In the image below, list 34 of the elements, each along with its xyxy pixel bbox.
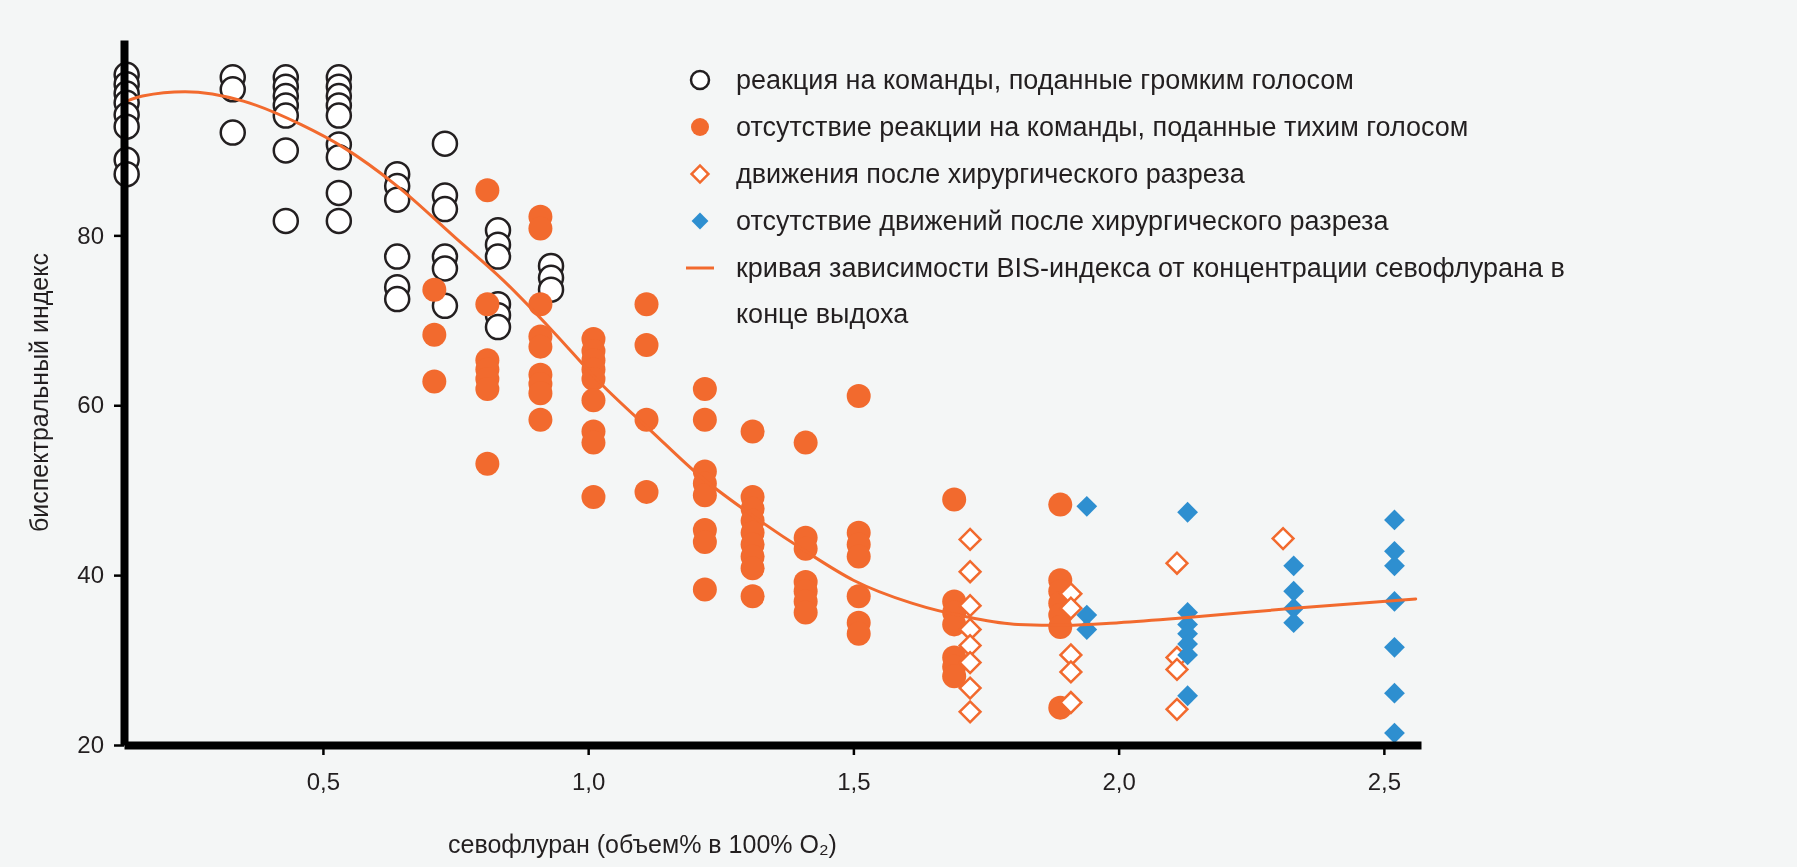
- point: [1059, 596, 1083, 620]
- point: [383, 186, 411, 213]
- y-tick-label: 20: [77, 731, 104, 759]
- point: [325, 179, 353, 207]
- y-tick-label: 40: [77, 561, 104, 589]
- point: [484, 243, 512, 270]
- x-tick-label: 1,5: [837, 768, 871, 796]
- y-tick-label: 80: [77, 221, 104, 249]
- legend-label: реакция на команды, поданные громким голосом: [736, 65, 1354, 96]
- point: [219, 76, 246, 103]
- point: [431, 255, 459, 282]
- x-tick-label: 0,5: [306, 768, 341, 796]
- legend-label: отсутствие движений после хирургического разреза: [736, 206, 1390, 237]
- x-tick-label: 1,0: [571, 768, 606, 796]
- x-axis-title: севофлуран (объем% в 100% O₂): [448, 830, 837, 858]
- point: [325, 143, 353, 171]
- y-axis-title: биспектральный индекс: [25, 253, 53, 532]
- point: [272, 137, 300, 164]
- point: [484, 313, 512, 341]
- point: [383, 285, 411, 313]
- point: [272, 207, 300, 235]
- legend-label: отсутствие реакции на команды, поданные тихим голосом: [736, 112, 1469, 143]
- x-tick-label: 2,0: [1102, 768, 1136, 796]
- legend-label: кривая зависимости BIS-индекса от концентрации севофлурана в конце выдоха: [736, 253, 1565, 330]
- point: [431, 130, 459, 157]
- legend-label: движения после хирургического разреза: [736, 159, 1246, 190]
- point: [1165, 657, 1189, 682]
- x-tick-label: 2,5: [1367, 768, 1402, 796]
- point: [325, 102, 353, 129]
- y-tick-label: 60: [77, 391, 104, 419]
- point: [383, 243, 411, 270]
- point: [431, 195, 459, 223]
- point: [325, 207, 353, 235]
- point: [219, 119, 246, 146]
